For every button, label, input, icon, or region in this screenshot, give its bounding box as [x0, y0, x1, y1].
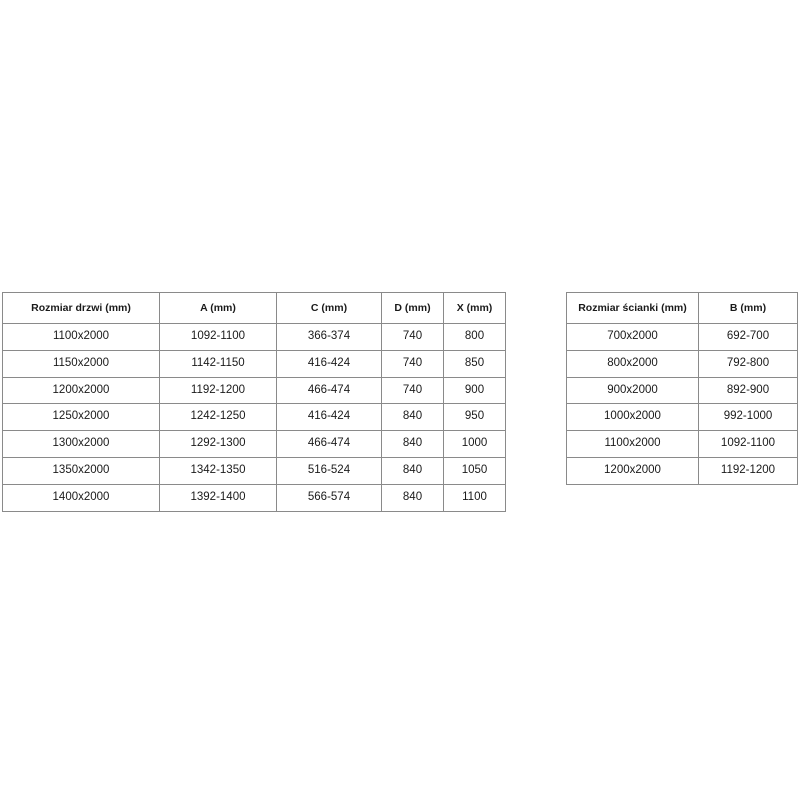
cell-c: 466-474	[276, 376, 382, 405]
cell-x: 800	[443, 323, 506, 351]
cell-door-size: 1200x2000	[2, 376, 160, 405]
cell-x: 1100	[443, 483, 506, 512]
cell-c: 466-474	[276, 430, 382, 458]
cell-a: 1292-1300	[159, 430, 277, 458]
table-header-row: Rozmiar drzwi (mm) A (mm) C (mm) D (mm) …	[2, 292, 506, 324]
cell-b: 1092-1100	[698, 430, 798, 458]
cell-d: 740	[381, 349, 444, 378]
cell-wall-size: 800x2000	[566, 349, 699, 378]
cell-door-size: 1150x2000	[2, 349, 160, 378]
cell-d: 840	[381, 430, 444, 458]
cell-a: 1142-1150	[159, 349, 277, 378]
cell-wall-size: 1100x2000	[566, 430, 699, 458]
cell-a: 1092-1100	[159, 323, 277, 351]
table-row: 1150x2000 1142-1150 416-424 740 850	[2, 349, 506, 378]
cell-x: 900	[443, 376, 506, 405]
wall-panel-dimensions-table: Rozmiar ścianki (mm) B (mm) 700x2000 692…	[566, 292, 798, 485]
table-row: 1300x2000 1292-1300 466-474 840 1000	[2, 430, 506, 458]
table-row: 1350x2000 1342-1350 516-524 840 1050	[2, 456, 506, 485]
doors-table-wrapper: Rozmiar drzwi (mm) A (mm) C (mm) D (mm) …	[2, 292, 506, 512]
cell-door-size: 1100x2000	[2, 323, 160, 351]
table-row: 1400x2000 1392-1400 566-574 840 1100	[2, 483, 506, 512]
cell-d: 840	[381, 456, 444, 485]
table-row: 1200x2000 1192-1200	[566, 456, 798, 485]
cell-c: 566-574	[276, 483, 382, 512]
cell-d: 840	[381, 403, 444, 432]
cell-c: 416-424	[276, 403, 382, 432]
table-row: 1200x2000 1192-1200 466-474 740 900	[2, 376, 506, 405]
table-row: 800x2000 792-800	[566, 349, 798, 378]
cell-door-size: 1400x2000	[2, 483, 160, 512]
wall-table-wrapper: Rozmiar ścianki (mm) B (mm) 700x2000 692…	[566, 292, 798, 485]
cell-door-size: 1300x2000	[2, 430, 160, 458]
cell-d: 840	[381, 483, 444, 512]
cell-c: 516-524	[276, 456, 382, 485]
cell-d: 740	[381, 376, 444, 405]
cell-x: 1050	[443, 456, 506, 485]
cell-b: 692-700	[698, 323, 798, 351]
cell-wall-size: 1200x2000	[566, 456, 699, 485]
cell-d: 740	[381, 323, 444, 351]
table-row: 1100x2000 1092-1100	[566, 430, 798, 458]
column-header-door-size: Rozmiar drzwi (mm)	[2, 292, 160, 324]
cell-b: 992-1000	[698, 403, 798, 432]
column-header-a: A (mm)	[159, 292, 277, 324]
column-header-wall-size: Rozmiar ścianki (mm)	[566, 292, 699, 324]
table-row: 1250x2000 1242-1250 416-424 840 950	[2, 403, 506, 432]
table-row: 700x2000 692-700	[566, 323, 798, 351]
table-row: 1000x2000 992-1000	[566, 403, 798, 432]
cell-a: 1392-1400	[159, 483, 277, 512]
column-header-d: D (mm)	[381, 292, 444, 324]
doors-dimensions-table: Rozmiar drzwi (mm) A (mm) C (mm) D (mm) …	[2, 292, 506, 512]
cell-x: 950	[443, 403, 506, 432]
cell-b: 1192-1200	[698, 456, 798, 485]
column-header-c: C (mm)	[276, 292, 382, 324]
cell-wall-size: 700x2000	[566, 323, 699, 351]
table-row: 1100x2000 1092-1100 366-374 740 800	[2, 323, 506, 351]
cell-wall-size: 1000x2000	[566, 403, 699, 432]
column-header-b: B (mm)	[698, 292, 798, 324]
cell-x: 850	[443, 349, 506, 378]
cell-c: 366-374	[276, 323, 382, 351]
cell-a: 1192-1200	[159, 376, 277, 405]
cell-c: 416-424	[276, 349, 382, 378]
cell-wall-size: 900x2000	[566, 376, 699, 405]
cell-x: 1000	[443, 430, 506, 458]
table-row: 900x2000 892-900	[566, 376, 798, 405]
cell-b: 792-800	[698, 349, 798, 378]
cell-a: 1342-1350	[159, 456, 277, 485]
cell-door-size: 1350x2000	[2, 456, 160, 485]
table-header-row: Rozmiar ścianki (mm) B (mm)	[566, 292, 798, 324]
cell-door-size: 1250x2000	[2, 403, 160, 432]
column-header-x: X (mm)	[443, 292, 506, 324]
cell-a: 1242-1250	[159, 403, 277, 432]
cell-b: 892-900	[698, 376, 798, 405]
